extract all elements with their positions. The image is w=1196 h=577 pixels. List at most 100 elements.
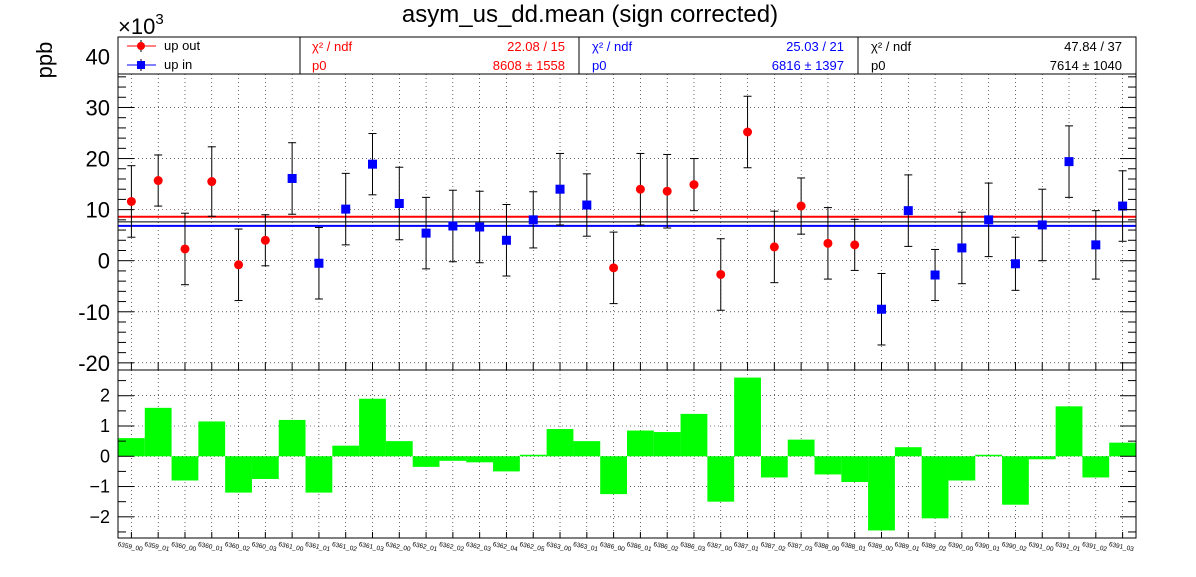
residual-bar (332, 445, 360, 457)
chi2-value-combined: 47.84 / 37 (1064, 39, 1122, 54)
chi2-label-up-out: χ² / ndf (312, 39, 352, 54)
residual-bar (894, 447, 922, 457)
y-tick-label: -20 (78, 351, 110, 376)
fit-lines (118, 215, 1136, 227)
residual-bar (198, 421, 226, 457)
top-panel-frame (117, 36, 1137, 371)
residual-bar (680, 413, 708, 457)
x-tick-label: 6391_00 (1028, 541, 1055, 553)
data-points (126, 95, 1128, 346)
legend-entry-up-out: up out (127, 38, 201, 53)
residual-y-tick-label: −1 (89, 477, 110, 497)
data-point-up-out (823, 238, 833, 248)
data-point-up-in (930, 270, 940, 280)
legend-entry-up-in: up in (127, 57, 192, 72)
x-tick-label: 6360_01 (197, 541, 224, 553)
data-point-up-out (769, 242, 779, 252)
x-tick-label: 6391_03 (1108, 541, 1135, 553)
data-point-up-in (1118, 201, 1128, 211)
residual-y-tick-label: −2 (89, 507, 110, 527)
chi2-value-up-in: 25.03 / 21 (786, 39, 844, 54)
x-tick-label: 6361_02 (331, 541, 358, 553)
x-tick-label: 6391_02 (1081, 541, 1108, 553)
x-tick-labels: 6359_00 6359_01 6360_00 6360_01 6360_02 6360_… (117, 541, 1135, 553)
x-tick-label: 6391_01 (1055, 541, 1082, 553)
residual-bar (144, 407, 172, 457)
residual-bar (305, 456, 333, 493)
y-tick-label: 30 (86, 95, 110, 120)
x-tick-label: 6361_01 (305, 541, 332, 553)
residual-bar (1055, 406, 1083, 457)
bottom-panel-frame (117, 369, 1137, 539)
x-tick-label: 6390_01 (974, 541, 1001, 553)
x-tick-label: 6362_02 (438, 541, 465, 553)
fit-stats-up-out: χ² / ndf 22.08 / 15 p0 8608 ± 1558 (312, 39, 565, 73)
residual-bar (1109, 442, 1136, 457)
x-tick-label: 6362_04 (492, 541, 519, 553)
p0-value-combined: 7614 ± 1040 (1050, 58, 1122, 73)
y-tick-label: 40 (86, 44, 110, 69)
x-tick-label: 6390_00 (947, 541, 974, 553)
data-point-up-out (716, 269, 726, 279)
data-point-up-out (850, 240, 860, 250)
x-tick-label: 6387_01 (733, 541, 760, 553)
x-tick-label: 6363_00 (546, 541, 573, 553)
data-point-up-in (368, 159, 377, 169)
x-tick-label: 6360_00 (171, 541, 198, 553)
x-tick-label: 6386_02 (653, 541, 680, 553)
x-tick-label: 6360_03 (251, 541, 278, 553)
residual-y-tick-label: 1 (100, 416, 110, 436)
legend-label-up-out: up out (164, 38, 201, 53)
x-tick-label: 6389_02 (921, 541, 948, 553)
p0-label-up-in: p0 (592, 58, 606, 73)
data-point-up-out (796, 201, 806, 211)
x-tick-label: 6359_01 (144, 541, 171, 553)
data-point-up-out (609, 263, 619, 273)
residual-bar (841, 456, 869, 482)
p0-value-up-in: 6816 ± 1397 (772, 58, 844, 73)
residual-bar (573, 441, 601, 457)
residual-bar (118, 438, 145, 457)
residual-y-tick-label: 2 (100, 386, 110, 406)
chi2-label-combined: χ² / ndf (871, 39, 911, 54)
residual-bar (1028, 456, 1056, 460)
residual-bar (787, 439, 815, 457)
residual-bar (948, 456, 976, 481)
data-point-up-in (501, 235, 511, 245)
data-point-up-out (662, 186, 672, 196)
data-point-up-in (1064, 157, 1074, 167)
data-point-up-in (903, 206, 913, 216)
data-point-up-in (421, 228, 431, 238)
residual-bar (439, 456, 467, 461)
data-point-up-in (314, 258, 324, 268)
x-tick-label: 6360_02 (224, 541, 251, 553)
residual-bar (171, 456, 199, 481)
data-point-up-in (1010, 259, 1020, 269)
x-tick-label: 6361_03 (358, 541, 385, 553)
residual-bar (493, 456, 520, 472)
residual-bar (734, 377, 761, 457)
data-point-up-out (126, 196, 136, 206)
y-multiplier-base: ×10 (118, 14, 155, 39)
x-tick-label: 6362_03 (465, 541, 492, 553)
y-tick-label: 20 (86, 147, 110, 172)
x-tick-label: 6387_00 (706, 541, 733, 553)
data-point-up-out (635, 184, 645, 194)
data-point-up-out (153, 176, 163, 186)
data-point-up-in (1091, 240, 1101, 250)
residual-bar (975, 454, 1003, 457)
x-tick-label: 6387_02 (760, 541, 787, 553)
data-point-up-out (743, 127, 753, 137)
data-point-up-in (957, 243, 967, 253)
data-point-up-out (234, 260, 244, 270)
residual-bar (760, 456, 788, 478)
residual-bar (707, 456, 735, 502)
x-tick-label: 6388_00 (814, 541, 841, 553)
data-point-up-in (984, 215, 994, 225)
x-tick-label: 6388_01 (840, 541, 867, 553)
y-axis-label: ppb (32, 42, 57, 79)
chi2-value-up-out: 22.08 / 15 (507, 39, 565, 54)
x-tick-label: 6361_00 (278, 541, 305, 553)
y-tick-label: 10 (86, 198, 110, 223)
